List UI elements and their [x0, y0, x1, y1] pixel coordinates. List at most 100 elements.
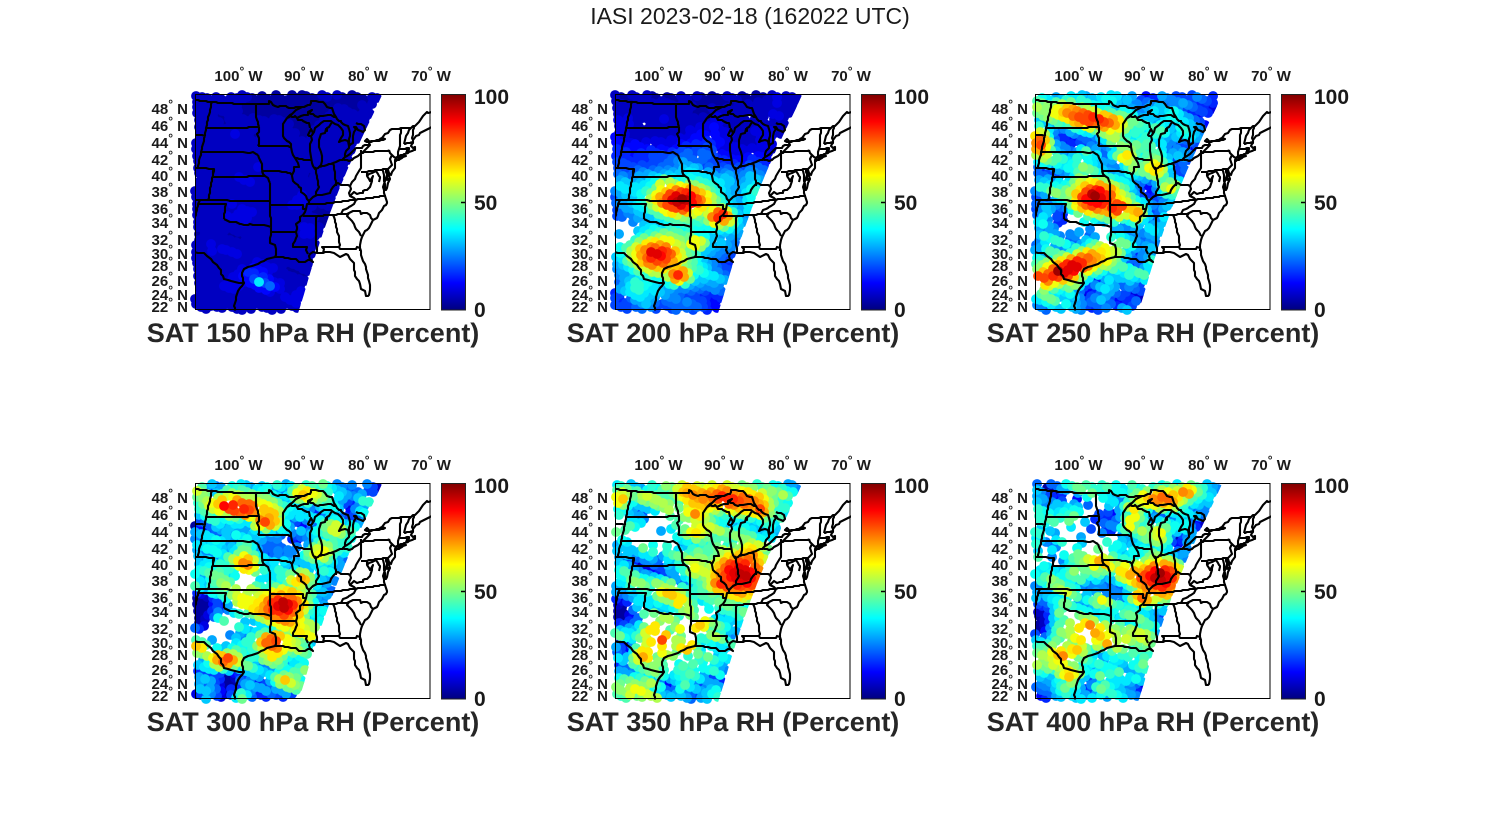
svg-text:38° N: 38° N	[152, 569, 189, 590]
svg-text:50: 50	[1314, 581, 1337, 604]
svg-text:70° W: 70° W	[831, 453, 872, 474]
svg-text:90° W: 90° W	[704, 453, 745, 474]
svg-text:40° N: 40° N	[152, 553, 189, 574]
svg-text:SAT 250 hPa RH (Percent): SAT 250 hPa RH (Percent)	[987, 318, 1320, 348]
svg-text:44° N: 44° N	[992, 520, 1029, 541]
svg-text:28° N: 28° N	[152, 643, 189, 664]
svg-text:30° N: 30° N	[572, 242, 609, 263]
svg-text:30° N: 30° N	[572, 631, 609, 652]
svg-text:38° N: 38° N	[572, 569, 609, 590]
svg-text:26° N: 26° N	[992, 269, 1029, 290]
svg-text:34° N: 34° N	[572, 211, 609, 232]
svg-text:30° N: 30° N	[992, 631, 1029, 652]
svg-text:30° N: 30° N	[992, 242, 1029, 263]
svg-text:50: 50	[474, 192, 497, 215]
svg-text:34° N: 34° N	[152, 211, 189, 232]
svg-text:42° N: 42° N	[992, 537, 1029, 558]
svg-text:70° W: 70° W	[411, 64, 452, 85]
svg-text:42° N: 42° N	[572, 537, 609, 558]
svg-text:42° N: 42° N	[152, 537, 189, 558]
svg-text:48° N: 48° N	[572, 97, 609, 118]
svg-text:90° W: 90° W	[1124, 64, 1165, 85]
svg-text:36° N: 36° N	[152, 197, 189, 218]
svg-text:SAT 350 hPa RH (Percent): SAT 350 hPa RH (Percent)	[567, 707, 900, 737]
svg-text:100: 100	[1314, 475, 1349, 498]
svg-text:48° N: 48° N	[572, 486, 609, 507]
svg-text:40° N: 40° N	[152, 164, 189, 185]
svg-text:44° N: 44° N	[572, 520, 609, 541]
svg-text:40° N: 40° N	[572, 553, 609, 574]
svg-text:42° N: 42° N	[992, 148, 1029, 169]
svg-text:28° N: 28° N	[992, 254, 1029, 275]
svg-text:80° W: 80° W	[348, 64, 389, 85]
svg-text:36° N: 36° N	[572, 586, 609, 607]
svg-text:46° N: 46° N	[572, 114, 609, 135]
svg-text:100: 100	[894, 475, 929, 498]
svg-text:80° W: 80° W	[1188, 64, 1229, 85]
svg-text:36° N: 36° N	[152, 586, 189, 607]
svg-text:32° N: 32° N	[152, 228, 189, 249]
svg-text:24° N: 24° N	[992, 283, 1029, 304]
svg-text:42° N: 42° N	[152, 148, 189, 169]
svg-text:36° N: 36° N	[992, 197, 1029, 218]
svg-text:26° N: 26° N	[572, 658, 609, 679]
svg-text:100° W: 100° W	[634, 64, 683, 85]
svg-text:24° N: 24° N	[152, 672, 189, 693]
svg-text:24° N: 24° N	[152, 283, 189, 304]
svg-text:40° N: 40° N	[572, 164, 609, 185]
svg-text:SAT 150 hPa RH (Percent): SAT 150 hPa RH (Percent)	[147, 318, 480, 348]
svg-text:40° N: 40° N	[992, 164, 1029, 185]
svg-text:32° N: 32° N	[572, 617, 609, 638]
svg-text:32° N: 32° N	[152, 617, 189, 638]
svg-text:0: 0	[1314, 299, 1326, 322]
svg-text:40° N: 40° N	[992, 553, 1029, 574]
svg-text:26° N: 26° N	[992, 658, 1029, 679]
svg-text:90° W: 90° W	[704, 64, 745, 85]
svg-text:70° W: 70° W	[411, 453, 452, 474]
svg-text:36° N: 36° N	[572, 197, 609, 218]
svg-text:24° N: 24° N	[572, 672, 609, 693]
svg-text:80° W: 80° W	[348, 453, 389, 474]
svg-text:46° N: 46° N	[992, 503, 1029, 524]
svg-text:26° N: 26° N	[572, 269, 609, 290]
svg-text:100° W: 100° W	[214, 453, 263, 474]
svg-text:100° W: 100° W	[634, 453, 683, 474]
svg-text:48° N: 48° N	[992, 486, 1029, 507]
svg-text:34° N: 34° N	[152, 600, 189, 621]
svg-text:0: 0	[894, 299, 906, 322]
svg-text:44° N: 44° N	[992, 131, 1029, 152]
svg-text:22° N: 22° N	[572, 295, 609, 316]
svg-text:44° N: 44° N	[152, 520, 189, 541]
svg-text:70° W: 70° W	[1251, 453, 1292, 474]
svg-text:22° N: 22° N	[152, 295, 189, 316]
svg-text:36° N: 36° N	[992, 586, 1029, 607]
svg-text:48° N: 48° N	[152, 97, 189, 118]
svg-text:SAT 400 hPa RH (Percent): SAT 400 hPa RH (Percent)	[987, 707, 1320, 737]
svg-text:90° W: 90° W	[1124, 453, 1165, 474]
svg-text:50: 50	[894, 192, 917, 215]
svg-text:28° N: 28° N	[152, 254, 189, 275]
svg-text:100: 100	[894, 86, 929, 109]
svg-text:28° N: 28° N	[572, 254, 609, 275]
svg-text:46° N: 46° N	[152, 503, 189, 524]
svg-text:24° N: 24° N	[572, 283, 609, 304]
svg-text:50: 50	[474, 581, 497, 604]
svg-text:38° N: 38° N	[152, 180, 189, 201]
svg-text:70° W: 70° W	[1251, 64, 1292, 85]
svg-text:30° N: 30° N	[152, 242, 189, 263]
svg-text:26° N: 26° N	[152, 658, 189, 679]
svg-text:28° N: 28° N	[992, 643, 1029, 664]
svg-text:22° N: 22° N	[992, 684, 1029, 705]
svg-text:70° W: 70° W	[831, 64, 872, 85]
svg-text:50: 50	[1314, 192, 1337, 215]
svg-text:48° N: 48° N	[152, 486, 189, 507]
svg-text:80° W: 80° W	[768, 64, 809, 85]
svg-text:34° N: 34° N	[992, 600, 1029, 621]
svg-text:34° N: 34° N	[992, 211, 1029, 232]
svg-text:0: 0	[894, 688, 906, 711]
svg-text:32° N: 32° N	[572, 228, 609, 249]
svg-text:38° N: 38° N	[992, 569, 1029, 590]
svg-text:32° N: 32° N	[992, 617, 1029, 638]
svg-text:0: 0	[474, 688, 486, 711]
svg-text:46° N: 46° N	[572, 503, 609, 524]
